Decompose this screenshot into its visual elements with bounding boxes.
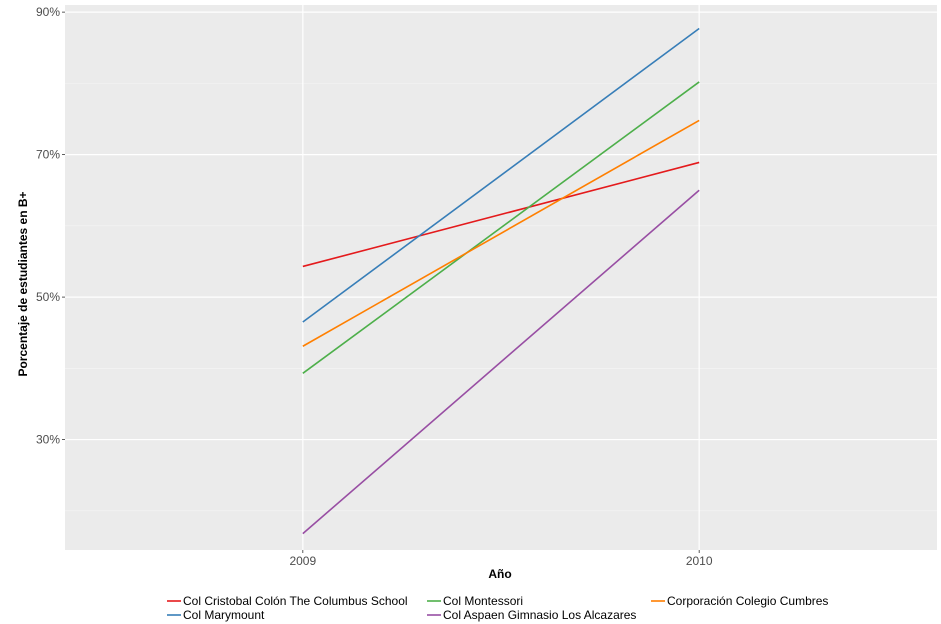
- series-lines: [302, 27, 700, 535]
- series-line: [302, 27, 700, 323]
- series-line: [302, 189, 700, 535]
- x-tick-label: 2010: [686, 554, 713, 568]
- legend-label: Corporación Colegio Cumbres: [667, 594, 828, 608]
- y-tick-label: 50%: [36, 290, 60, 304]
- y-axis: 30% 50% 70% 90%: [36, 5, 65, 447]
- series-line: [302, 119, 700, 347]
- series-line: [302, 161, 700, 268]
- series-line: [302, 81, 700, 374]
- legend-label: Col Aspaen Gimnasio Los Alcazares: [443, 608, 636, 622]
- minor-gridlines: [65, 83, 937, 512]
- y-tick-label: 90%: [36, 5, 60, 19]
- legend-label: Col Cristobal Colón The Columbus School: [183, 594, 408, 608]
- x-tick-label: 2009: [289, 554, 316, 568]
- legend-label: Col Marymount: [183, 608, 265, 622]
- y-tick-label: 70%: [36, 148, 60, 162]
- plot-panel: [65, 5, 937, 550]
- legend: Col Cristobal Colón The Columbus SchoolC…: [167, 594, 828, 622]
- x-axis: 2009 2010: [289, 550, 713, 568]
- y-tick-label: 30%: [36, 433, 60, 447]
- y-axis-title: Porcentaje de estudiantes en B+: [16, 191, 30, 376]
- legend-label: Col Montessori: [443, 594, 523, 608]
- major-gridlines: [65, 5, 937, 550]
- x-axis-title: Año: [488, 567, 511, 581]
